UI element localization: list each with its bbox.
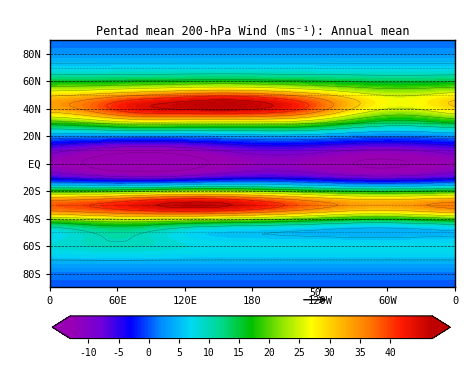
PathPatch shape: [52, 316, 70, 339]
Title: Pentad mean 200-hPa Wind (ms⁻¹): Annual mean: Pentad mean 200-hPa Wind (ms⁻¹): Annual …: [96, 25, 409, 38]
Text: 50: 50: [310, 288, 321, 298]
PathPatch shape: [432, 316, 450, 339]
